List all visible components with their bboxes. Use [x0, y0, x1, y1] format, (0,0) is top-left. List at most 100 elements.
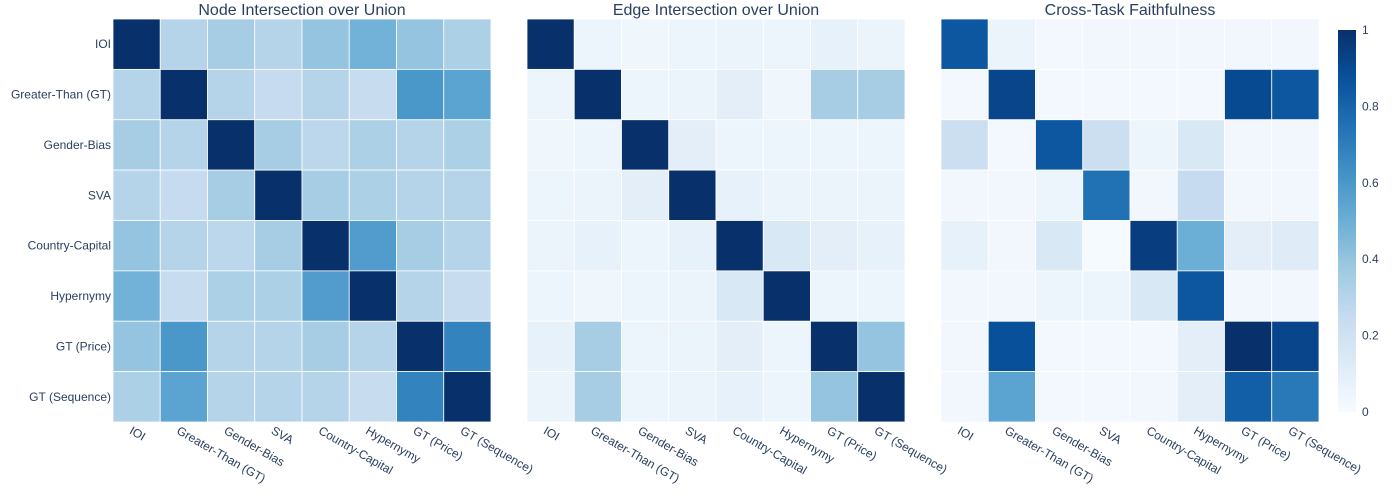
heatmap-cell — [573, 169, 622, 221]
heatmap-cell — [1176, 220, 1225, 272]
heatmap-cell — [301, 220, 350, 272]
heatmap-cell — [1082, 68, 1131, 121]
heatmap-cell — [668, 320, 717, 373]
heatmap-cell — [668, 119, 717, 171]
heatmap-cell — [1271, 371, 1320, 423]
heatmap-cell — [1224, 18, 1273, 70]
heatmap-cell — [857, 320, 906, 373]
heatmap-cell — [573, 270, 622, 322]
heatmap-cell — [1129, 18, 1178, 70]
heatmap-cell — [396, 18, 445, 70]
heatmap-cell — [526, 119, 575, 171]
heatmap-cell — [112, 220, 161, 272]
x-tick-label: SVA — [683, 423, 710, 447]
heatmap-cell — [762, 371, 811, 423]
heatmap-cell — [940, 220, 989, 272]
heatmap-cell — [254, 68, 303, 121]
heatmap-cell — [443, 220, 492, 272]
heatmap-cell — [254, 220, 303, 272]
heatmap-cell — [810, 169, 859, 221]
heatmap-cell — [987, 371, 1036, 423]
heatmap-cell — [573, 220, 622, 272]
heatmap-cell — [159, 371, 208, 423]
heatmap-cell — [1035, 68, 1084, 121]
heatmap-cell — [254, 320, 303, 373]
heatmap-panel-node-intersection-over-union: Node Intersection over Union IOI Greater-T… — [11, 2, 536, 486]
heatmap-cell — [715, 119, 764, 171]
heatmap-cell — [573, 320, 622, 373]
heatmap-cell — [940, 320, 989, 373]
heatmap-cell — [810, 18, 859, 70]
x-tick-label: Greater-Than (GT) — [588, 423, 682, 485]
heatmap-cell — [1271, 270, 1320, 322]
heatmap-cell — [159, 68, 208, 121]
heatmap-cell — [1176, 270, 1225, 322]
heatmap-cell — [443, 270, 492, 322]
heatmap-cell — [810, 220, 859, 272]
heatmap-cell — [668, 220, 717, 272]
heatmap-cell — [396, 371, 445, 423]
x-tick-label: SVA — [1097, 423, 1124, 447]
heatmap-cell — [1129, 169, 1178, 221]
heatmap-cell — [621, 119, 670, 171]
heatmap-cell — [1224, 220, 1273, 272]
heatmap-cell — [1082, 220, 1131, 272]
heatmap-cell — [1082, 119, 1131, 171]
heatmap-cell — [348, 68, 397, 121]
heatmap-cell — [207, 371, 256, 423]
heatmap-cell — [715, 270, 764, 322]
heatmap-cell — [987, 169, 1036, 221]
heatmap-cell — [1271, 220, 1320, 272]
heatmap-cell — [1129, 270, 1178, 322]
panel-title: Cross-Task Faithfulness — [1045, 2, 1216, 19]
heatmap-cell — [1176, 320, 1225, 373]
heatmap-cell — [1035, 169, 1084, 221]
heatmap-cell — [301, 270, 350, 322]
heatmap-cell — [1271, 169, 1320, 221]
x-tick-label: IOI — [541, 423, 562, 443]
heatmap-cell — [668, 169, 717, 221]
heatmap-cell — [715, 18, 764, 70]
heatmap-cell — [810, 320, 859, 373]
heatmap-cell — [940, 119, 989, 171]
heatmap-cell — [254, 18, 303, 70]
heatmap-cell — [526, 68, 575, 121]
colorbar-gradient — [1338, 30, 1356, 412]
x-tick-label: GT (Sequence) — [1286, 423, 1364, 476]
heatmap-cell — [857, 220, 906, 272]
x-tick-label: SVA — [269, 423, 296, 447]
heatmap-cell — [301, 371, 350, 423]
colorbar-tick-label: 0 — [1362, 405, 1369, 419]
heatmap-cell — [159, 169, 208, 221]
y-tick-label: GT (Price) — [56, 339, 111, 353]
heatmap-cell — [1129, 320, 1178, 373]
heatmap-cell — [668, 18, 717, 70]
heatmap-cell — [526, 220, 575, 272]
heatmap-cell — [621, 371, 670, 423]
heatmap-cell — [159, 270, 208, 322]
heatmap-cell — [207, 320, 256, 373]
heatmap-cell — [1176, 68, 1225, 121]
heatmap-cell — [1224, 119, 1273, 171]
x-tick-label: Greater-Than (GT) — [1002, 423, 1096, 485]
heatmap-cell — [1224, 68, 1273, 121]
x-tick-label: GT (Sequence) — [872, 423, 950, 476]
heatmap-cell — [940, 169, 989, 221]
heatmap-cell — [715, 169, 764, 221]
heatmap-cell — [443, 320, 492, 373]
heatmap-cell — [1129, 119, 1178, 171]
x-tick-label: IOI — [955, 423, 976, 443]
heatmap-cell — [1224, 169, 1273, 221]
heatmap-cell — [207, 68, 256, 121]
heatmap-cell — [621, 270, 670, 322]
x-tick-label: Greater-Than (GT) — [174, 423, 268, 485]
x-tick-label: GT (Sequence) — [458, 423, 536, 476]
heatmap-cell — [668, 371, 717, 423]
heatmap-cell — [940, 371, 989, 423]
heatmap-cell — [526, 320, 575, 373]
heatmap-cell — [1129, 371, 1178, 423]
heatmap-cell — [857, 119, 906, 171]
heatmap-cell — [762, 169, 811, 221]
heatmap-cell — [1271, 320, 1320, 373]
